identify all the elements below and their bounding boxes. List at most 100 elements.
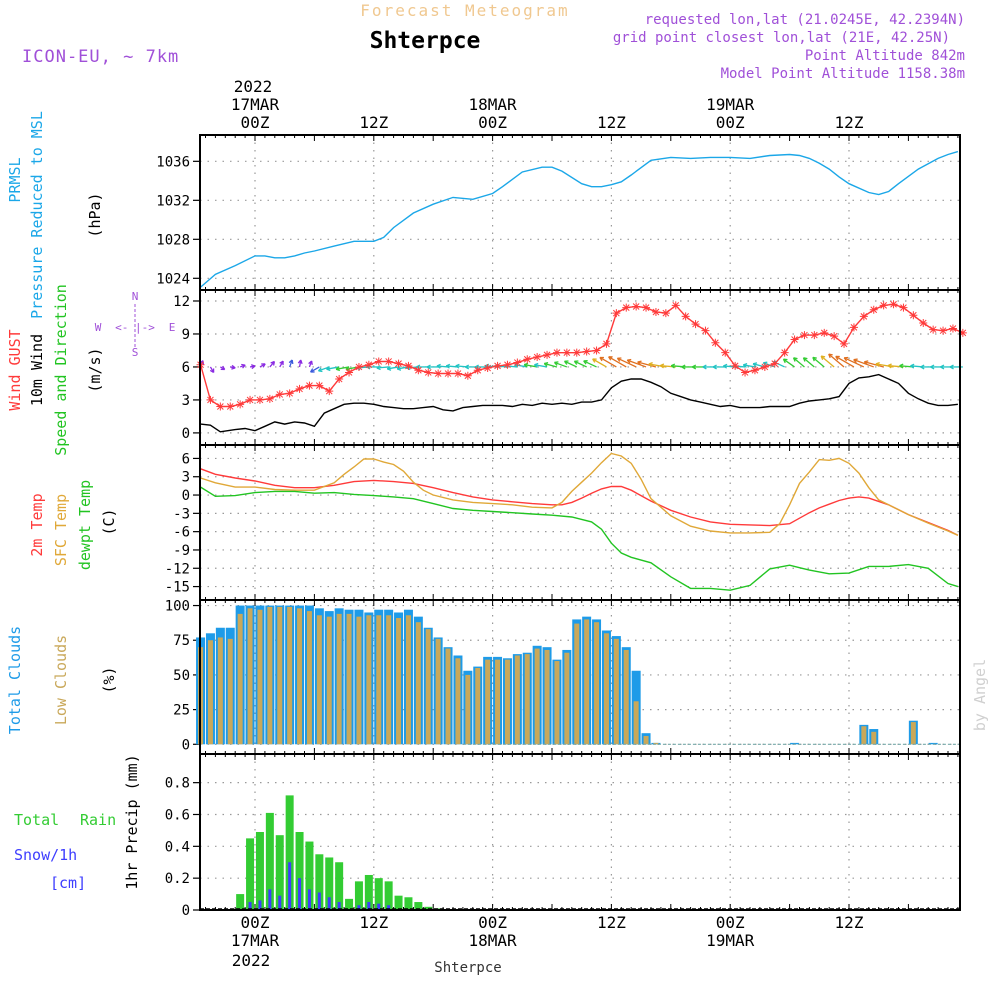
wind-arrow bbox=[743, 364, 756, 368]
ytick-label: 1036 bbox=[156, 154, 190, 170]
wind-arrow bbox=[864, 361, 884, 368]
snow-bar bbox=[248, 902, 252, 910]
ytick-label: -12 bbox=[165, 561, 190, 577]
ytick-label: 1032 bbox=[156, 193, 190, 209]
panel-side-label: Low Clouds bbox=[52, 635, 70, 725]
wind-arrow-head bbox=[681, 364, 686, 368]
gust-marker bbox=[859, 312, 868, 321]
gust-marker bbox=[711, 338, 720, 347]
bottom-time-label: 12Z bbox=[359, 913, 388, 932]
panel-side-label: Pressure Reduced to MSL bbox=[28, 111, 46, 319]
gust-marker bbox=[642, 303, 651, 312]
panel-pressure: 1024 1028 1032 1036 PRMSL Pressure Reduced to… bbox=[6, 111, 961, 319]
panel-clouds: 0 25 50 75 100 Total Clouds Low Clouds (%) bbox=[6, 599, 961, 755]
wind-arrow-head bbox=[712, 364, 717, 368]
rain-bar bbox=[325, 857, 334, 910]
panel-side-label: (%) bbox=[100, 666, 118, 693]
low-cloud-bar bbox=[306, 611, 312, 745]
gust-marker bbox=[741, 368, 750, 377]
wind-arrow-head bbox=[752, 362, 758, 365]
rain-bar bbox=[236, 894, 245, 910]
wind-arrow bbox=[583, 360, 597, 368]
ytick-label: 0 bbox=[182, 737, 190, 753]
gust-marker bbox=[463, 371, 472, 380]
gust-marker bbox=[701, 326, 710, 335]
wind-arrow-head bbox=[300, 359, 303, 364]
low-cloud-bar bbox=[326, 616, 332, 745]
precip-axis-label: 1hr Precip (mm) bbox=[123, 754, 141, 889]
low-cloud-bar bbox=[207, 640, 213, 745]
compass-north: N bbox=[132, 290, 139, 303]
top-time-label: 18MAR bbox=[469, 95, 518, 114]
top-time-label: 12Z bbox=[359, 113, 388, 132]
gust-marker bbox=[434, 369, 443, 378]
top-time-label: 12Z bbox=[597, 113, 626, 132]
gust-marker bbox=[790, 335, 799, 344]
low-cloud-bar bbox=[316, 615, 322, 745]
gust-marker bbox=[572, 348, 581, 357]
ytick-label: -6 bbox=[173, 525, 190, 541]
gust-marker bbox=[414, 366, 423, 375]
wind-arrow bbox=[617, 357, 637, 368]
low-cloud-bar bbox=[485, 659, 491, 745]
gust-marker bbox=[869, 305, 878, 314]
gridpoint-coordinates: grid point closest lon,lat (21E, 42.25N) bbox=[613, 30, 950, 46]
panel-temperature: -15 -12 -9 -6 -3 0 3 6 2m Temp SFC Temp dewpt Temp… bbox=[28, 444, 961, 601]
series-line-wind bbox=[200, 373, 958, 433]
wind-arrow-head bbox=[464, 364, 470, 368]
wind-arrow bbox=[376, 366, 389, 369]
ytick-label: -9 bbox=[173, 543, 190, 559]
low-cloud-bar bbox=[237, 613, 243, 745]
wind-arrow-head bbox=[523, 362, 529, 366]
snow-bar bbox=[317, 892, 321, 910]
gust-marker bbox=[830, 332, 839, 341]
gust-marker bbox=[255, 395, 264, 404]
gust-marker bbox=[651, 307, 660, 316]
rain-bar bbox=[364, 874, 373, 910]
wind-arrow-head bbox=[821, 355, 826, 358]
low-cloud-bar bbox=[574, 623, 580, 745]
gust-marker bbox=[315, 381, 324, 390]
rain-bar bbox=[246, 838, 255, 910]
credit-text: by Angel bbox=[971, 659, 989, 731]
low-cloud-bar bbox=[534, 648, 540, 745]
model-name: ICON-EU, ~ 7km bbox=[22, 47, 179, 67]
wind-arrow-head bbox=[209, 369, 214, 374]
wind-arrow bbox=[436, 365, 449, 368]
wind-arrow-head bbox=[445, 363, 451, 367]
wind-arrow-head bbox=[763, 361, 768, 364]
gust-marker bbox=[394, 359, 403, 368]
gust-marker bbox=[958, 328, 967, 337]
gust-marker bbox=[849, 323, 858, 332]
gust-marker bbox=[948, 324, 957, 333]
wind-arrow-head bbox=[345, 366, 350, 370]
bottom-time-label: 00Z bbox=[478, 913, 507, 932]
bottom-time-label: 19MAR bbox=[706, 931, 755, 950]
bottom-time-label: 18MAR bbox=[469, 931, 518, 950]
low-cloud-bar bbox=[396, 618, 402, 745]
gust-marker bbox=[444, 369, 453, 378]
ytick-label: 75 bbox=[173, 633, 190, 649]
low-cloud-bar bbox=[564, 652, 570, 745]
rain-bar bbox=[265, 812, 274, 910]
low-cloud-bar bbox=[584, 619, 590, 745]
wind-arrow bbox=[310, 366, 320, 373]
rain-bar bbox=[255, 832, 264, 910]
ytick-label: 50 bbox=[173, 668, 190, 684]
wind-arrow-head bbox=[534, 362, 539, 366]
panel-side-label: (hPa) bbox=[86, 192, 104, 237]
wind-arrow bbox=[544, 362, 558, 368]
wind-arrow-head bbox=[231, 367, 236, 370]
low-cloud-bar bbox=[386, 615, 392, 745]
wind-arrow bbox=[326, 366, 340, 370]
wind-arrow bbox=[828, 353, 845, 368]
gust-marker bbox=[602, 339, 611, 348]
gust-marker bbox=[295, 384, 304, 393]
low-cloud-bar bbox=[435, 638, 441, 745]
low-cloud-bar bbox=[475, 667, 481, 745]
low-cloud-bar bbox=[445, 648, 451, 745]
low-cloud-bar bbox=[455, 658, 461, 745]
ytick-label: 0 bbox=[182, 488, 190, 504]
gust-marker bbox=[493, 361, 502, 370]
